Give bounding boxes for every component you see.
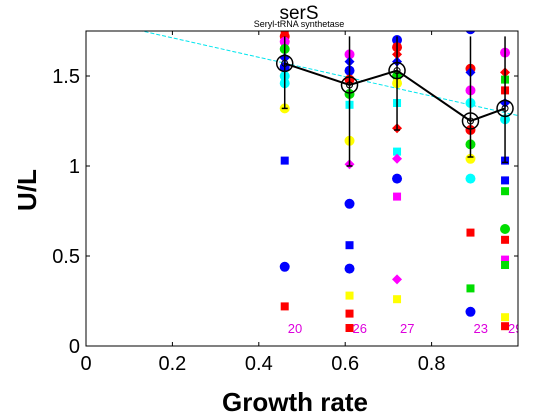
x-tick-label: 0.8 [418,353,446,375]
chart-subtitle: Seryl-tRNA synthetase [254,19,345,29]
data-point [465,174,475,184]
data-point [346,292,354,300]
data-point [500,224,510,234]
data-point [501,176,509,184]
data-point [392,274,402,284]
data-point [465,24,475,34]
data-point [466,229,474,237]
plot-area: 20 26 27 23 29 0 0.2 0.4 0.6 0.8 0 0.5 1 1.5 [52,18,522,375]
count-label: 27 [400,321,414,336]
data-point [345,199,355,209]
data-point [501,236,509,244]
x-tick-label: 0.2 [158,353,186,375]
data-point [280,262,290,272]
y-tick-label: 0 [69,336,80,358]
y-tick-label: 1.5 [52,66,80,88]
data-point [393,193,401,201]
data-point [345,264,355,274]
y-axis-label: U/L [12,169,42,211]
data-point [501,187,509,195]
data-point [501,313,509,321]
x-axis-label: Growth rate [222,387,368,417]
data-point [393,295,401,303]
y-tick-label: 1 [69,156,80,178]
data-point [346,310,354,318]
data-point [281,302,289,310]
data-point [346,241,354,249]
data-point [501,261,509,269]
data-point [281,157,289,165]
y-tick-label: 0.5 [52,246,80,268]
x-tick-label: 0.4 [245,353,273,375]
x-tick-label: 0.6 [331,353,359,375]
data-point [465,307,475,317]
x-tick-label: 0 [80,353,91,375]
data-point [392,174,402,184]
count-label: 23 [473,321,487,336]
count-label: 20 [288,321,302,336]
count-label: 29 [508,321,522,336]
trend-line [86,18,518,115]
plot-inner: 20 26 27 23 29 [86,18,523,336]
data-point [466,284,474,292]
count-label: 26 [353,321,367,336]
axes-box [86,31,518,346]
